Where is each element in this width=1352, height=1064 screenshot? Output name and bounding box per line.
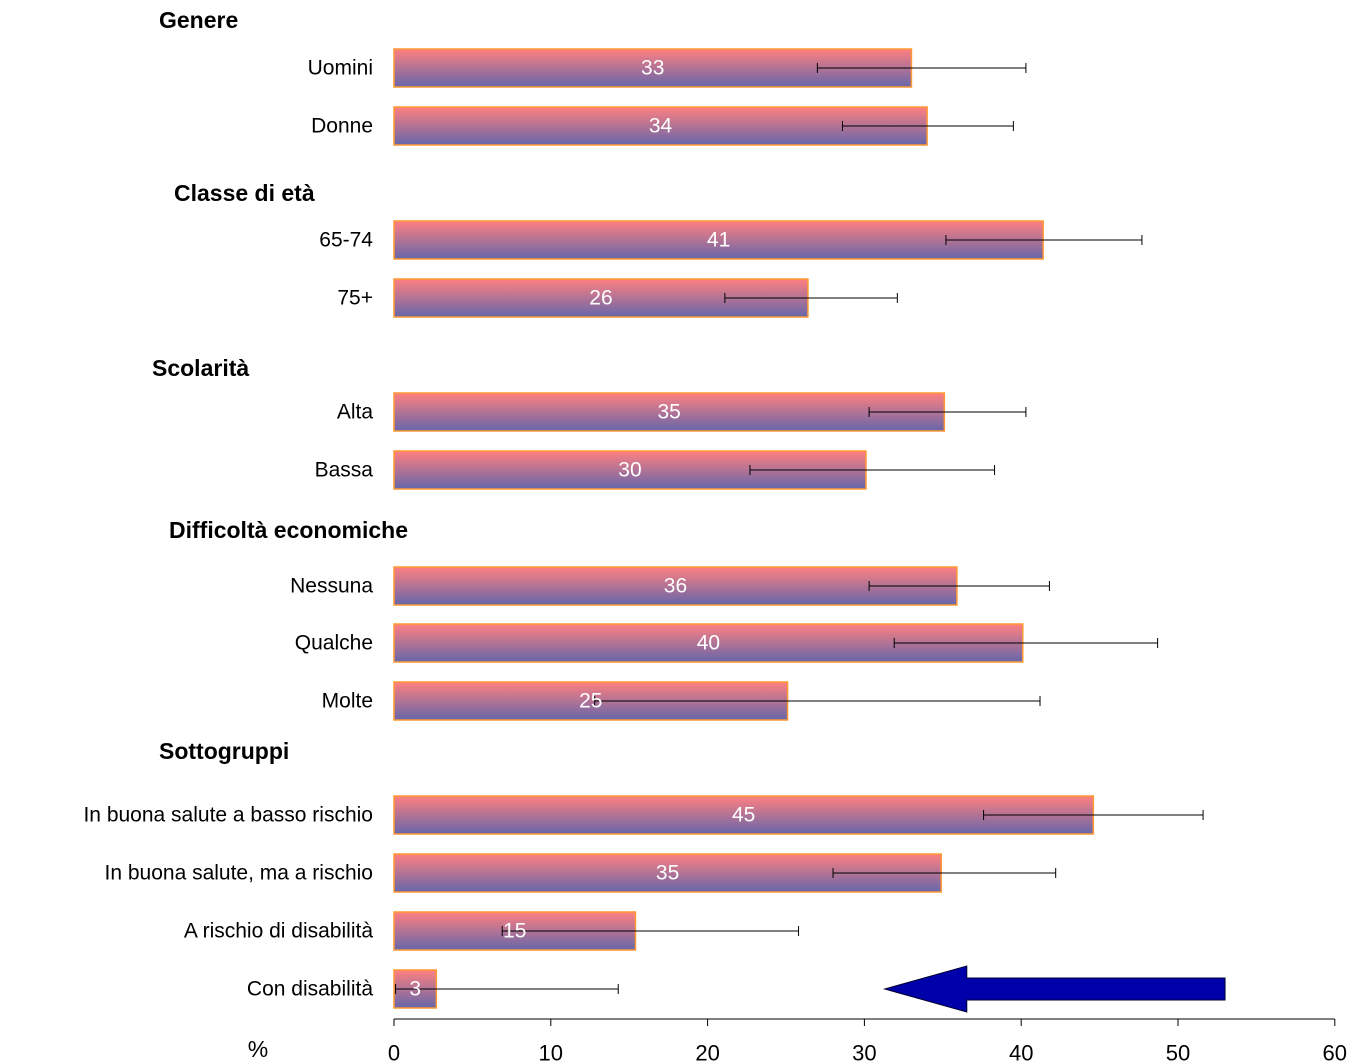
x-tick-label: 10 bbox=[539, 1041, 563, 1064]
x-tick-label: 60 bbox=[1323, 1041, 1347, 1064]
data-label: 35 bbox=[656, 862, 679, 885]
x-axis: 0 10 20 30 40 50 60% bbox=[248, 1018, 1347, 1064]
data-label: 3 bbox=[409, 978, 421, 1001]
bar bbox=[393, 106, 928, 146]
bar bbox=[393, 566, 958, 606]
data-label: 26 bbox=[589, 287, 612, 310]
bar bbox=[393, 795, 1095, 835]
category-label: 65-74 bbox=[319, 229, 373, 252]
category-label: Bassa bbox=[315, 459, 374, 482]
data-label: 34 bbox=[649, 115, 673, 138]
data-label: 35 bbox=[658, 401, 681, 424]
category-label: In buona salute, ma a rischio bbox=[105, 862, 374, 885]
group-label: Difficoltà economiche bbox=[169, 517, 408, 543]
data-label: 15 bbox=[503, 920, 526, 943]
category-label: A rischio di disabilità bbox=[184, 920, 373, 943]
group-label: Classe di età bbox=[174, 180, 315, 206]
group-label: Genere bbox=[159, 7, 238, 33]
category-label: Donne bbox=[311, 115, 373, 138]
data-label: 25 bbox=[579, 690, 602, 713]
bar bbox=[393, 392, 946, 432]
group-label: Sottogruppi bbox=[159, 738, 289, 764]
data-label: 45 bbox=[732, 804, 755, 827]
data-label: 36 bbox=[664, 575, 687, 598]
arrow-layer bbox=[882, 965, 1226, 1013]
category-label: Alta bbox=[337, 401, 374, 424]
category-label: 75+ bbox=[337, 287, 373, 310]
category-label: Uomini bbox=[308, 57, 373, 80]
data-label: 40 bbox=[697, 632, 720, 655]
category-label: Molte bbox=[322, 690, 373, 713]
error-bars-layer bbox=[395, 63, 1204, 994]
x-tick-label: 0 bbox=[388, 1041, 400, 1064]
bar bbox=[393, 220, 1044, 260]
bars-layer bbox=[393, 48, 1095, 1009]
category-label: Nessuna bbox=[290, 575, 373, 598]
x-tick-label: 30 bbox=[852, 1041, 876, 1064]
x-tick-label: 20 bbox=[695, 1041, 719, 1064]
data-label: 30 bbox=[618, 459, 641, 482]
group-label: Scolarità bbox=[152, 355, 249, 381]
category-label: In buona salute a basso rischio bbox=[83, 804, 373, 827]
data-label: 41 bbox=[707, 229, 730, 252]
left-arrow-icon bbox=[882, 965, 1226, 1013]
x-tick-label: 50 bbox=[1166, 1041, 1190, 1064]
axis-unit-label: % bbox=[248, 1036, 268, 1062]
x-tick-label: 40 bbox=[1009, 1041, 1033, 1064]
category-label: Con disabilità bbox=[247, 978, 373, 1001]
category-label: Qualche bbox=[295, 632, 373, 655]
data-label: 33 bbox=[641, 57, 664, 80]
